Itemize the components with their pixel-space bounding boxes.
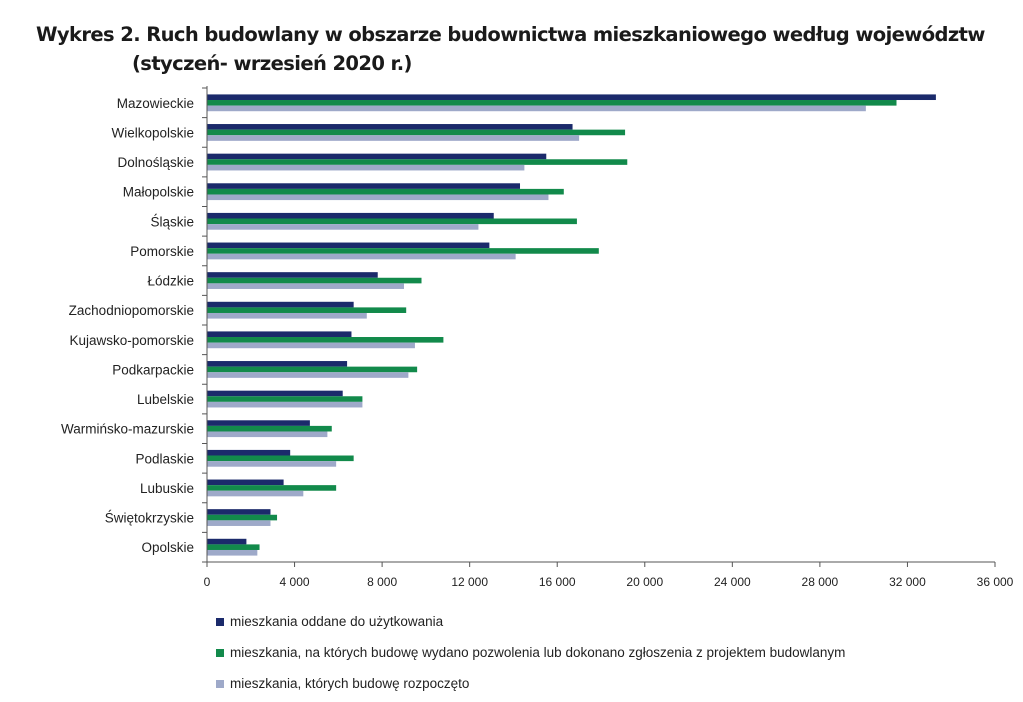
bar-pozwolenia-slaskie (207, 218, 577, 225)
x-tick-label: 12 000 (451, 575, 488, 589)
x-tick-label: 32 000 (889, 575, 926, 589)
x-tick-label: 20 000 (626, 575, 663, 589)
bar-pozwolenia-opolskie (207, 544, 260, 550)
category-label-mazowieckie: Mazowieckie (117, 96, 194, 111)
category-label-dolnoslaskie: Dolnośląskie (117, 155, 194, 170)
bar-oddane-kujawsko-pomorskie (207, 331, 352, 338)
x-tick-label: 4 000 (280, 575, 310, 589)
bar-rozpoczete-pomorskie (207, 253, 516, 260)
bar-oddane-podkarpackie (207, 361, 348, 367)
category-label-opolskie: Opolskie (141, 540, 194, 555)
legend-swatch-oddane (216, 617, 224, 626)
category-label-pomorskie: Pomorskie (130, 244, 194, 259)
category-label-kujawsko-pomorskie: Kujawsko-pomorskie (69, 333, 194, 348)
category-label-lodzkie: Łódzkie (147, 274, 194, 289)
bar-pozwolenia-mazowieckie (207, 100, 897, 106)
bar-rozpoczete-lubelskie (207, 401, 363, 408)
bar-oddane-dolnoslaskie (207, 153, 547, 160)
bar-rozpoczete-zachodniopomorskie (207, 312, 367, 319)
bar-oddane-pomorskie (207, 242, 490, 249)
bar-oddane-podlaskie (207, 449, 291, 456)
bar-rozpoczete-swietokrzyskie (207, 520, 271, 526)
x-tick-label: 36 000 (977, 575, 1014, 589)
bar-oddane-lubuskie (207, 479, 284, 486)
bar-rozpoczete-malopolskie (207, 194, 549, 201)
bar-pozwolenia-pomorskie (207, 248, 599, 254)
category-label-lubuskie: Lubuskie (140, 481, 194, 496)
bar-rozpoczete-kujawsko-pomorskie (207, 342, 415, 349)
bar-oddane-lubelskie (207, 390, 343, 397)
bar-pozwolenia-dolnoslaskie (207, 159, 628, 165)
bar-oddane-lodzkie (207, 272, 378, 278)
category-label-lubelskie: Lubelskie (137, 392, 194, 407)
bar-oddane-opolskie (207, 538, 247, 545)
legend-label-pozwolenia: mieszkania, na których budowę wydano poz… (230, 645, 846, 660)
bar-pozwolenia-lubelskie (207, 396, 363, 402)
bar-rozpoczete-wielkopolskie (207, 135, 580, 141)
bar-rozpoczete-slaskie (207, 224, 479, 230)
legend-item-oddane: mieszkania oddane do użytkowania (216, 606, 845, 637)
x-tick-label: 8 000 (367, 575, 397, 589)
chart-legend: mieszkania oddane do użytkowania mieszka… (216, 606, 845, 699)
x-tick-label: 28 000 (802, 575, 839, 589)
category-label-podlaskie: Podlaskie (135, 451, 194, 466)
bar-pozwolenia-swietokrzyskie (207, 514, 278, 521)
bar-pozwolenia-kujawsko-pomorskie (207, 337, 444, 343)
bar-oddane-mazowieckie (207, 94, 936, 101)
bar-pozwolenia-malopolskie (207, 188, 564, 195)
category-label-warminsko-mazurskie: Warmińsko-mazurskie (61, 422, 194, 437)
category-label-slaskie: Śląskie (150, 214, 194, 229)
legend-label-rozpoczete: mieszkania, których budowę rozpoczęto (230, 676, 470, 691)
legend-item-rozpoczete: mieszkania, których budowę rozpoczęto (216, 668, 845, 699)
category-label-swietokrzyskie: Świętokrzyskie (105, 511, 194, 526)
x-tick-label: 16 000 (539, 575, 576, 589)
bar-rozpoczete-lodzkie (207, 283, 404, 289)
chart-title-line-1: Wykres 2. Ruch budowlany w obszarze budo… (36, 23, 985, 46)
x-tick-label: 0 (204, 575, 211, 589)
bar-pozwolenia-lodzkie (207, 277, 422, 284)
bar-pozwolenia-podlaskie (207, 455, 354, 462)
category-label-zachodniopomorskie: Zachodniopomorskie (69, 303, 194, 318)
bar-pozwolenia-wielkopolskie (207, 129, 626, 136)
bar-rozpoczete-podkarpackie (207, 372, 409, 378)
bar-oddane-swietokrzyskie (207, 509, 271, 515)
bar-oddane-warminsko-mazurskie (207, 420, 310, 426)
x-tick-label: 24 000 (714, 575, 751, 589)
bar-pozwolenia-podkarpackie (207, 366, 418, 373)
bar-rozpoczete-opolskie (207, 549, 258, 556)
bar-rozpoczete-podlaskie (207, 461, 337, 467)
legend-swatch-rozpoczete (216, 679, 224, 688)
bar-rozpoczete-lubuskie (207, 490, 304, 497)
category-label-podkarpackie: Podkarpackie (112, 362, 194, 377)
chart-title-line-2: (styczeń- wrzesień 2020 r.) (132, 52, 412, 75)
bar-rozpoczete-warminsko-mazurskie (207, 431, 328, 438)
category-label-malopolskie: Małopolskie (123, 185, 194, 200)
bar-oddane-wielkopolskie (207, 124, 573, 130)
bar-oddane-malopolskie (207, 183, 521, 189)
bar-rozpoczete-dolnoslaskie (207, 164, 525, 171)
bar-oddane-slaskie (207, 212, 494, 219)
bar-pozwolenia-zachodniopomorskie (207, 307, 407, 313)
bar-pozwolenia-lubuskie (207, 485, 337, 491)
legend-swatch-pozwolenia (216, 648, 224, 657)
legend-item-pozwolenia: mieszkania, na których budowę wydano poz… (216, 637, 845, 668)
chart-title: Wykres 2. Ruch budowlany w obszarze budo… (36, 20, 1016, 78)
legend-label-oddane: mieszkania oddane do użytkowania (230, 614, 444, 629)
category-label-wielkopolskie: Wielkopolskie (111, 125, 194, 140)
bar-rozpoczete-mazowieckie (207, 105, 866, 112)
bar-pozwolenia-warminsko-mazurskie (207, 425, 332, 432)
bar-oddane-zachodniopomorskie (207, 301, 354, 308)
